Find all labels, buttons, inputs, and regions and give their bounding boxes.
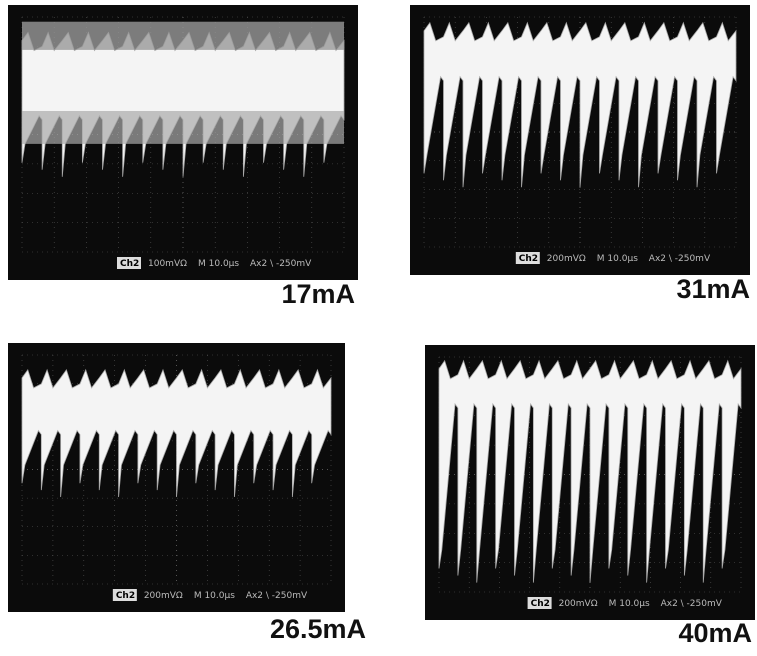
scope-channel: Ch2 [120,259,139,269]
scope-channel: Ch2 [531,599,550,609]
scope-scale: 200mVΩ [547,254,586,264]
scope-trigger: Ax2 \ -250mV [250,259,312,269]
waveform [438,359,742,583]
scope-timebase: M 10.0µs [198,259,239,269]
scope-channel: Ch2 [519,254,538,264]
scope-scale: 200mVΩ [559,599,598,609]
scope-trigger: Ax2 \ -250mV [649,254,711,264]
scope-timebase: M 10.0µs [194,591,235,601]
scope-trigger: Ax2 \ -250mV [246,591,308,601]
channel-box [515,252,540,264]
scope-scale: 100mVΩ [148,259,187,269]
panel-label: 26.5mA [270,614,366,644]
waveform-band [22,111,344,144]
scope-panel: Ch2 200mVΩ M 10.0µs Ax2 \ -250mV [8,343,345,612]
scope-panel: Ch2 100mVΩ M 10.0µs Ax2 \ -250mV [8,5,358,280]
scope-panel: Ch2 200mVΩ M 10.0µs Ax2 \ -250mV [410,5,750,275]
waveform [21,368,332,498]
scope-scale: 200mVΩ [144,591,183,601]
channel-box [117,257,141,269]
waveform-band [22,21,344,50]
scope-trigger: Ax2 \ -250mV [661,599,723,609]
scope-panel: Ch2 200mVΩ M 10.0µs Ax2 \ -250mV [425,345,755,620]
channel-box [112,589,137,601]
panel-label: 40mA [678,618,752,648]
channel-box [527,597,552,609]
scope-timebase: M 10.0µs [609,599,650,609]
panel-label: 17mA [281,279,355,309]
scope-timebase: M 10.0µs [597,254,638,264]
scope-channel: Ch2 [116,591,135,601]
panel-label: 31mA [676,274,750,304]
waveform [423,21,737,188]
